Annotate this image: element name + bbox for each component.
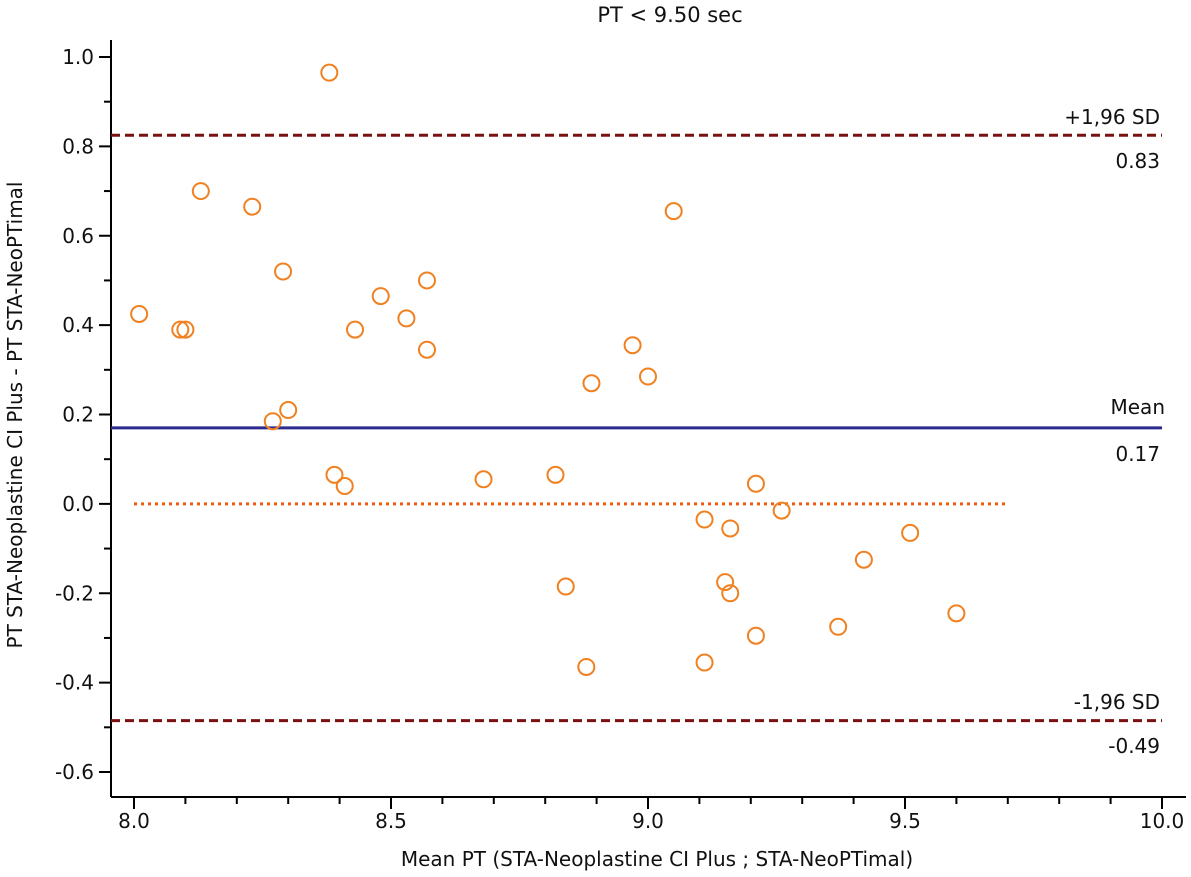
y-tick-label: 0.6 bbox=[62, 224, 94, 248]
data-point bbox=[829, 617, 848, 636]
data-point bbox=[623, 336, 642, 355]
lower-loa-value: -0.49 bbox=[1108, 734, 1160, 758]
data-point bbox=[397, 309, 416, 328]
data-point bbox=[417, 271, 436, 290]
data-point bbox=[695, 510, 714, 529]
data-point bbox=[695, 653, 714, 672]
x-axis-label: Mean PT (STA-Neoplastine CI Plus ; STA-N… bbox=[401, 847, 913, 871]
x-ticks: 8.0 8.5 9.0 9.5 10.0 bbox=[118, 797, 1184, 833]
data-point bbox=[279, 401, 298, 420]
data-point bbox=[243, 197, 262, 216]
data-point bbox=[582, 374, 601, 393]
reference-lines bbox=[111, 133, 1162, 723]
data-point bbox=[191, 182, 210, 201]
x-tick-label: 9.0 bbox=[632, 809, 664, 833]
x-tick-label: 9.5 bbox=[889, 809, 921, 833]
y-tick-label: -0.2 bbox=[55, 581, 94, 605]
data-point bbox=[746, 626, 765, 645]
data-point bbox=[772, 501, 791, 520]
mean-value: 0.17 bbox=[1115, 442, 1160, 466]
data-point bbox=[417, 340, 436, 359]
data-point bbox=[263, 412, 282, 431]
data-point bbox=[577, 657, 596, 676]
y-tick-label: 0.2 bbox=[62, 403, 94, 427]
x-tick-label: 8.0 bbox=[118, 809, 150, 833]
y-ticks: 1.0 0.8 0.6 0.4 0.2 0.0 -0.2 -0.4 -0.6 bbox=[55, 45, 111, 784]
y-tick-label: 0.4 bbox=[62, 313, 94, 337]
data-point bbox=[721, 519, 740, 538]
data-point bbox=[901, 523, 920, 542]
data-point bbox=[716, 573, 735, 592]
lower-loa-label: -1,96 SD bbox=[1074, 690, 1160, 714]
upper-loa-label: +1,96 SD bbox=[1064, 105, 1160, 129]
data-point bbox=[130, 304, 149, 323]
data-point bbox=[556, 577, 575, 596]
data-points bbox=[130, 63, 966, 676]
data-point bbox=[721, 584, 740, 603]
x-tick-label: 10.0 bbox=[1140, 809, 1185, 833]
y-axis-label: PT STA-Neoplastine CI Plus - PT STA-NeoP… bbox=[3, 182, 27, 649]
data-point bbox=[639, 367, 657, 386]
y-tick-label: 0.0 bbox=[62, 492, 94, 516]
x-tick-label: 8.5 bbox=[375, 809, 407, 833]
upper-loa-value: 0.83 bbox=[1115, 149, 1160, 173]
data-point bbox=[474, 470, 493, 489]
data-point bbox=[325, 465, 344, 484]
data-point bbox=[274, 262, 293, 281]
y-tick-label: -0.6 bbox=[55, 760, 94, 784]
data-point bbox=[176, 320, 195, 339]
data-point bbox=[546, 465, 565, 484]
data-point bbox=[746, 474, 765, 493]
data-point bbox=[371, 287, 390, 306]
y-tick-label: -0.4 bbox=[55, 671, 94, 695]
data-point bbox=[664, 202, 683, 221]
y-tick-label: 1.0 bbox=[62, 45, 94, 69]
mean-label: Mean bbox=[1111, 395, 1166, 419]
data-point bbox=[171, 320, 190, 339]
data-point bbox=[335, 477, 354, 495]
chart-title: PT < 9.50 sec bbox=[597, 3, 742, 27]
plot-area: 8.0 8.5 9.0 9.5 10.0 1.0 0.8 0.6 0.4 0.2 0.0 -0.2 -… bbox=[55, 40, 1186, 833]
data-point bbox=[947, 604, 966, 623]
data-point bbox=[346, 320, 365, 339]
data-point bbox=[320, 63, 339, 82]
y-tick-label: 0.8 bbox=[62, 134, 94, 158]
data-point bbox=[854, 550, 873, 569]
